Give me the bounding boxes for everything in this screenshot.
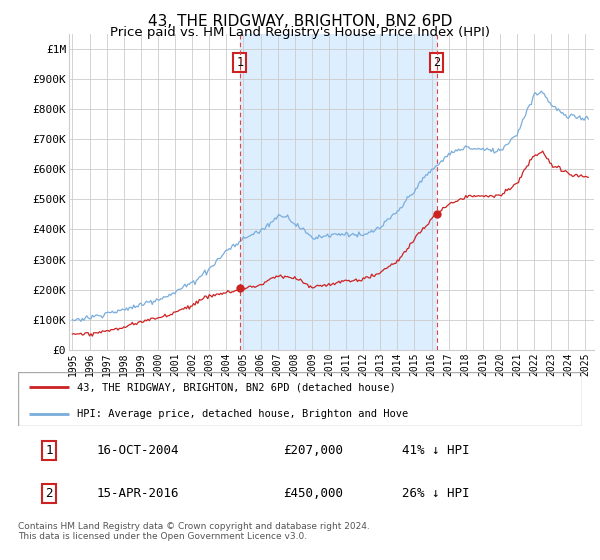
Text: 43, THE RIDGWAY, BRIGHTON, BN2 6PD (detached house): 43, THE RIDGWAY, BRIGHTON, BN2 6PD (deta… — [77, 382, 396, 393]
Text: 1: 1 — [45, 444, 53, 457]
Text: 15-APR-2016: 15-APR-2016 — [97, 487, 179, 500]
Text: Price paid vs. HM Land Registry's House Price Index (HPI): Price paid vs. HM Land Registry's House … — [110, 26, 490, 39]
Text: 41% ↓ HPI: 41% ↓ HPI — [401, 444, 469, 457]
Text: 1: 1 — [236, 56, 244, 69]
Text: 26% ↓ HPI: 26% ↓ HPI — [401, 487, 469, 500]
Text: HPI: Average price, detached house, Brighton and Hove: HPI: Average price, detached house, Brig… — [77, 409, 409, 419]
Text: 43, THE RIDGWAY, BRIGHTON, BN2 6PD: 43, THE RIDGWAY, BRIGHTON, BN2 6PD — [148, 14, 452, 29]
Text: 2: 2 — [45, 487, 53, 500]
Text: Contains HM Land Registry data © Crown copyright and database right 2024.
This d: Contains HM Land Registry data © Crown c… — [18, 522, 370, 542]
Text: £207,000: £207,000 — [283, 444, 343, 457]
Bar — [240, 34, 436, 350]
Text: 2: 2 — [433, 56, 440, 69]
Text: £450,000: £450,000 — [283, 487, 343, 500]
Text: 16-OCT-2004: 16-OCT-2004 — [97, 444, 179, 457]
